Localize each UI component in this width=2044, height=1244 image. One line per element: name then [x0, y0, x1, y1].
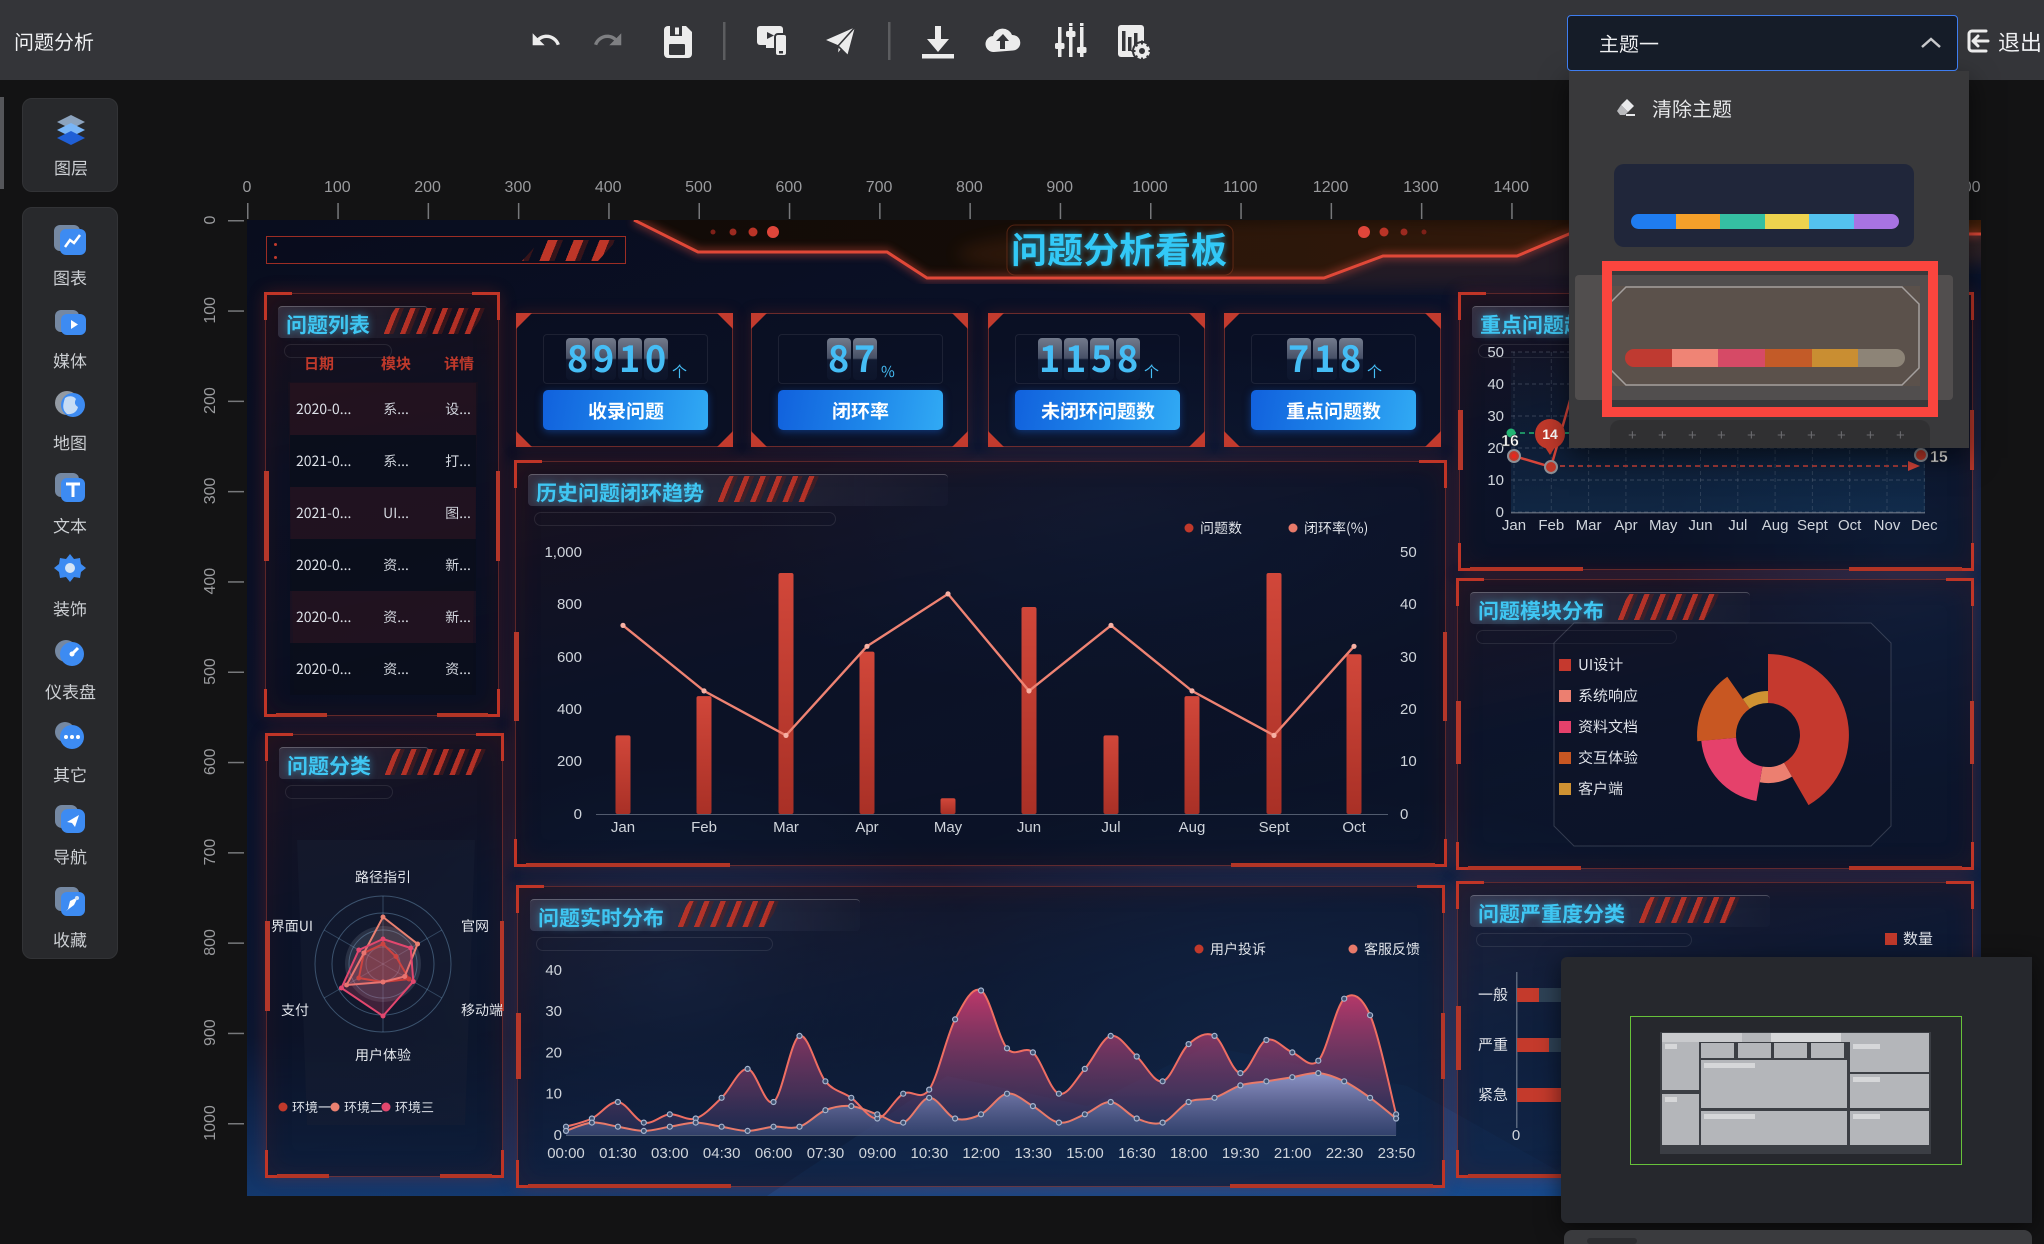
svg-text:Sept: Sept: [1797, 517, 1829, 534]
svg-text:16:30: 16:30: [1118, 1145, 1156, 1162]
svg-text:10: 10: [1400, 753, 1417, 770]
svg-text:1200: 1200: [1313, 179, 1349, 196]
svg-text:0: 0: [202, 215, 219, 224]
svg-text:00:00: 00:00: [547, 1145, 585, 1162]
svg-text:21:00: 21:00: [1274, 1145, 1312, 1162]
svg-text:800: 800: [557, 596, 582, 613]
svg-text:0: 0: [554, 1127, 562, 1144]
svg-text:Mar: Mar: [773, 819, 799, 836]
svg-text:300: 300: [505, 179, 532, 196]
svg-text:14: 14: [1542, 426, 1558, 442]
svg-text:10: 10: [545, 1086, 562, 1103]
svg-text:09:00: 09:00: [859, 1145, 897, 1162]
svg-text:1000: 1000: [202, 1105, 219, 1141]
svg-text:Apr: Apr: [1614, 517, 1637, 534]
svg-text:1000: 1000: [1132, 179, 1168, 196]
svg-text:13:30: 13:30: [1014, 1145, 1052, 1162]
svg-text:Oct: Oct: [1838, 517, 1862, 534]
svg-text:20: 20: [545, 1044, 562, 1061]
svg-text:700: 700: [202, 839, 219, 866]
svg-text:10: 10: [1487, 472, 1504, 489]
svg-text:Oct: Oct: [1342, 819, 1366, 836]
svg-text:Feb: Feb: [691, 819, 717, 836]
svg-text:Aug: Aug: [1762, 517, 1789, 534]
svg-text:500: 500: [202, 658, 219, 685]
svg-text:Jun: Jun: [1017, 819, 1041, 836]
svg-text:100: 100: [324, 179, 351, 196]
svg-text:Jul: Jul: [1728, 517, 1747, 534]
svg-text:1100: 1100: [1223, 179, 1258, 196]
svg-text:10:30: 10:30: [911, 1145, 949, 1162]
svg-text:19:30: 19:30: [1222, 1145, 1260, 1162]
svg-text:16: 16: [1501, 433, 1519, 450]
svg-text:50: 50: [1400, 544, 1417, 561]
svg-text:01:30: 01:30: [599, 1145, 637, 1162]
svg-text:0: 0: [243, 179, 252, 196]
svg-text:200: 200: [557, 753, 582, 770]
svg-text:30: 30: [1400, 649, 1417, 666]
svg-text:50: 50: [1487, 344, 1504, 361]
svg-text:600: 600: [557, 649, 582, 666]
svg-text:500: 500: [685, 179, 712, 196]
svg-text:1400: 1400: [1493, 179, 1529, 196]
svg-text:Sept: Sept: [1259, 819, 1291, 836]
svg-text:1300: 1300: [1403, 179, 1439, 196]
svg-text:18:00: 18:00: [1170, 1145, 1208, 1162]
svg-text:07:30: 07:30: [807, 1145, 845, 1162]
svg-text:800: 800: [956, 179, 983, 196]
svg-text:40: 40: [1487, 376, 1504, 393]
svg-text:20: 20: [1400, 701, 1417, 718]
svg-text:Jan: Jan: [611, 819, 635, 836]
svg-text:04:30: 04:30: [703, 1145, 741, 1162]
svg-text:Feb: Feb: [1538, 517, 1564, 534]
svg-text:0: 0: [574, 806, 582, 823]
svg-text:40: 40: [545, 962, 562, 979]
svg-text:May: May: [934, 819, 963, 836]
svg-text:Dec: Dec: [1911, 517, 1938, 534]
svg-text:200: 200: [202, 387, 219, 414]
svg-text:600: 600: [775, 179, 802, 196]
svg-text:900: 900: [202, 1019, 219, 1046]
svg-text:1,000: 1,000: [544, 544, 582, 561]
svg-text:0: 0: [1512, 1127, 1520, 1144]
svg-text:200: 200: [414, 179, 441, 196]
svg-text:400: 400: [595, 179, 622, 196]
svg-text:0: 0: [1400, 806, 1408, 823]
svg-text:800: 800: [202, 929, 219, 956]
svg-text:Jan: Jan: [1502, 517, 1526, 534]
svg-text:15:00: 15:00: [1066, 1145, 1104, 1162]
svg-text:300: 300: [202, 477, 219, 504]
svg-text:Jul: Jul: [1101, 819, 1120, 836]
svg-text:15: 15: [1930, 449, 1948, 466]
svg-text:900: 900: [1046, 179, 1073, 196]
svg-text:100: 100: [202, 297, 219, 324]
svg-text:30: 30: [545, 1003, 562, 1020]
svg-text:400: 400: [202, 568, 219, 595]
svg-text:Mar: Mar: [1576, 517, 1602, 534]
svg-text:12:00: 12:00: [962, 1145, 1000, 1162]
svg-text:23:50: 23:50: [1378, 1145, 1416, 1162]
svg-text:03:00: 03:00: [651, 1145, 689, 1162]
svg-text:May: May: [1649, 517, 1678, 534]
svg-text:Nov: Nov: [1874, 517, 1901, 534]
svg-text:600: 600: [202, 748, 219, 775]
svg-text:40: 40: [1400, 596, 1417, 613]
svg-text:Apr: Apr: [855, 819, 878, 836]
svg-text:400: 400: [557, 701, 582, 718]
svg-text:700: 700: [866, 179, 893, 196]
svg-text:0: 0: [1496, 504, 1504, 521]
svg-text:06:00: 06:00: [755, 1145, 793, 1162]
svg-text:30: 30: [1487, 408, 1504, 425]
svg-text:22:30: 22:30: [1326, 1145, 1364, 1162]
svg-text:Jun: Jun: [1688, 517, 1712, 534]
svg-text:20: 20: [1487, 440, 1504, 457]
svg-text:Aug: Aug: [1179, 819, 1206, 836]
